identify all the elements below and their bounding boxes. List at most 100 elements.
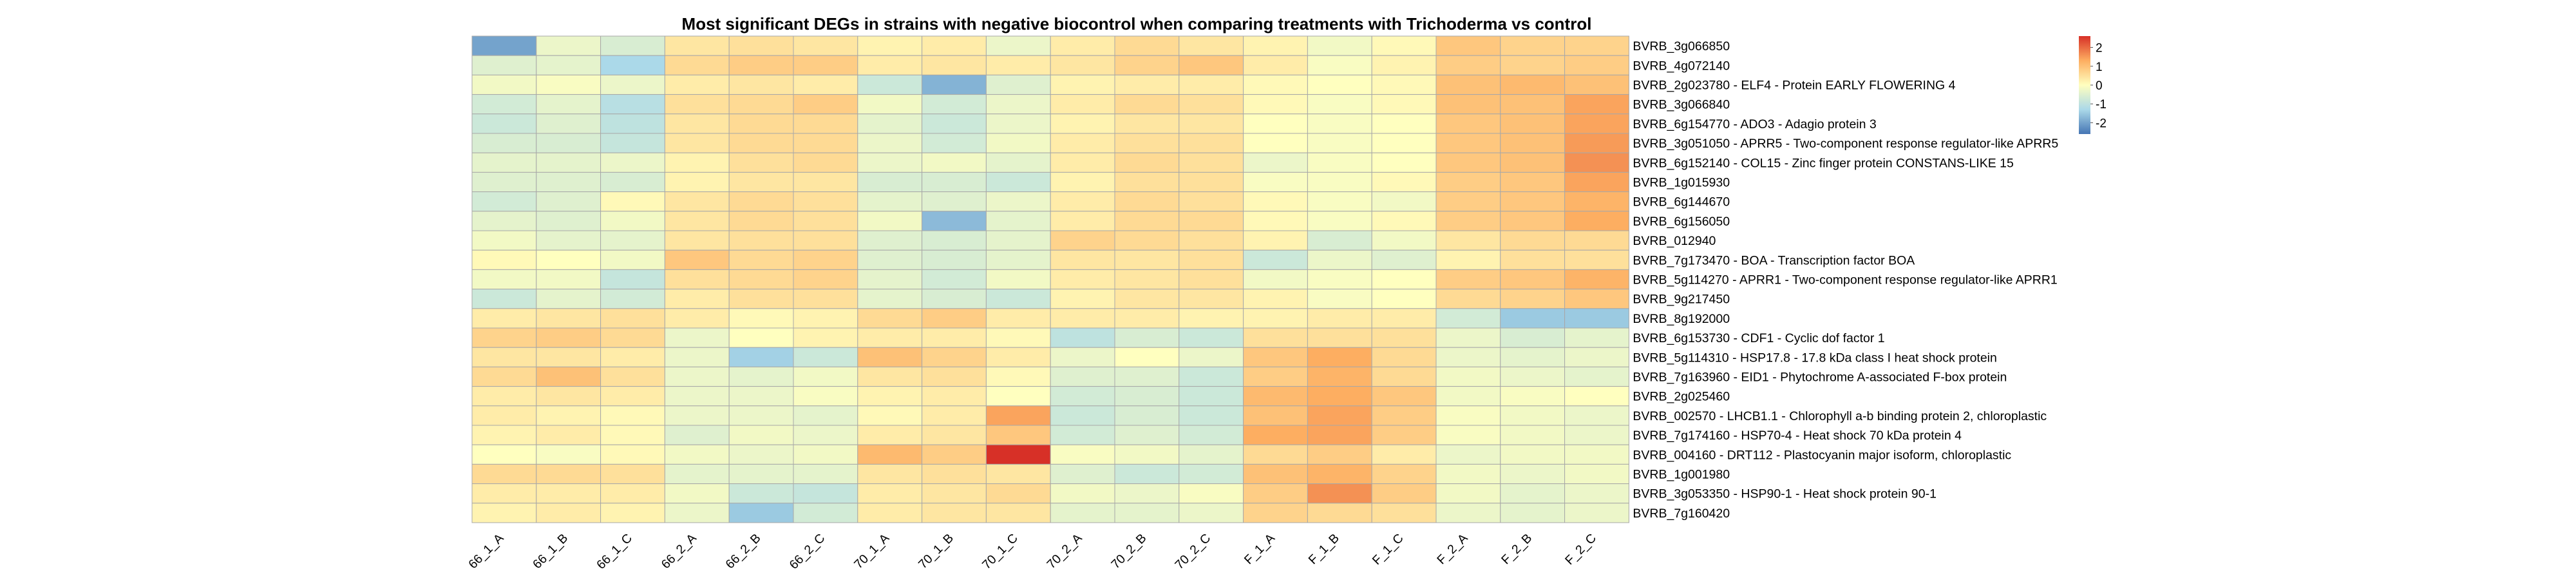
heatmap-cell bbox=[1564, 463, 1629, 485]
heatmap-cell bbox=[1050, 55, 1115, 75]
heatmap-cell bbox=[600, 171, 665, 193]
heatmap-cell bbox=[1500, 347, 1566, 367]
heatmap-cell bbox=[1243, 444, 1308, 465]
heatmap-cell bbox=[1114, 289, 1180, 309]
heatmap-cell bbox=[857, 74, 923, 95]
heatmap-cell bbox=[793, 211, 858, 231]
heatmap-cells bbox=[471, 35, 1629, 523]
heatmap-cell bbox=[1500, 230, 1566, 251]
heatmap-cell bbox=[536, 113, 601, 134]
heatmap-cell bbox=[985, 133, 1051, 153]
heatmap-cell bbox=[1050, 211, 1115, 231]
heatmap-cell bbox=[1114, 230, 1180, 251]
heatmap-cell bbox=[1435, 444, 1501, 465]
heatmap-cell bbox=[1307, 347, 1372, 367]
heatmap-cell bbox=[728, 191, 794, 212]
heatmap-cell bbox=[1500, 386, 1566, 407]
heatmap-cell bbox=[1307, 152, 1372, 173]
heatmap-cell bbox=[664, 444, 730, 465]
heatmap-cell bbox=[600, 425, 665, 445]
row-labels: BVRB_3g066850 BVRB_4g072140 BVRB_2g023780 … bbox=[1633, 39, 2058, 521]
legend-tick-label: 0 bbox=[2096, 79, 2103, 93]
heatmap-cell bbox=[1435, 425, 1501, 445]
heatmap-cell bbox=[664, 386, 730, 407]
heatmap-cell bbox=[793, 55, 858, 75]
heatmap-cell bbox=[1435, 74, 1501, 95]
heatmap-cell bbox=[922, 230, 987, 251]
heatmap-cell bbox=[985, 269, 1051, 290]
heatmap-cell bbox=[1435, 463, 1501, 485]
heatmap-cell bbox=[536, 35, 601, 56]
heatmap-cell bbox=[1243, 35, 1308, 56]
heatmap-cell bbox=[536, 249, 601, 270]
heatmap-cell bbox=[728, 249, 794, 270]
heatmap-cell bbox=[985, 327, 1051, 348]
heatmap-cell bbox=[985, 35, 1051, 56]
heatmap-cell bbox=[1050, 191, 1115, 212]
heatmap-cell bbox=[1371, 249, 1437, 270]
heatmap-cell bbox=[664, 327, 730, 348]
column-label: 66_2_A bbox=[659, 531, 699, 572]
heatmap-cell bbox=[793, 347, 858, 367]
heatmap-cell bbox=[1179, 463, 1244, 485]
heatmap-cell bbox=[471, 308, 537, 329]
heatmap-cell bbox=[1050, 171, 1115, 193]
heatmap-cell bbox=[1500, 483, 1566, 504]
heatmap-cell bbox=[1371, 269, 1437, 290]
heatmap-cell bbox=[1500, 74, 1566, 95]
heatmap-cell bbox=[1050, 249, 1115, 270]
heatmap-cell bbox=[857, 425, 923, 445]
heatmap-cell bbox=[1114, 463, 1180, 485]
heatmap-cell bbox=[857, 133, 923, 153]
heatmap-cell bbox=[664, 366, 730, 387]
heatmap-cell bbox=[857, 55, 923, 75]
heatmap-cell bbox=[1050, 327, 1115, 348]
heatmap-cell bbox=[664, 269, 730, 290]
column-label: F_1_B bbox=[1306, 531, 1342, 567]
heatmap-cell bbox=[1050, 308, 1115, 329]
heatmap-cell bbox=[985, 503, 1051, 523]
heatmap-cell bbox=[471, 191, 537, 212]
heatmap-cell bbox=[471, 386, 537, 407]
heatmap-cell bbox=[1050, 230, 1115, 251]
heatmap-cell bbox=[600, 35, 665, 56]
heatmap-cell bbox=[1243, 171, 1308, 193]
row-label: BVRB_3g066850 bbox=[1633, 39, 1730, 53]
heatmap-cell bbox=[1179, 171, 1244, 193]
heatmap-cell bbox=[536, 386, 601, 407]
heatmap-cell bbox=[1179, 94, 1244, 115]
heatmap-cell bbox=[471, 347, 537, 367]
heatmap-cell bbox=[1114, 191, 1180, 212]
heatmap-cell bbox=[922, 366, 987, 387]
heatmap-cell bbox=[1307, 35, 1372, 56]
heatmap-cell bbox=[1307, 211, 1372, 231]
heatmap-cell bbox=[1179, 405, 1244, 426]
heatmap-cell bbox=[471, 230, 537, 251]
column-label: 70_2_B bbox=[1108, 531, 1149, 572]
heatmap-cell bbox=[985, 444, 1051, 465]
column-label: 70_2_A bbox=[1045, 531, 1085, 572]
heatmap-cell bbox=[1435, 55, 1501, 75]
heatmap-cell bbox=[471, 171, 537, 193]
heatmap-cell bbox=[1435, 191, 1501, 212]
heatmap-cell bbox=[1114, 133, 1180, 153]
heatmap-cell bbox=[922, 171, 987, 193]
heatmap-cell bbox=[728, 74, 794, 95]
heatmap-cell bbox=[1435, 366, 1501, 387]
heatmap-cell bbox=[922, 289, 987, 309]
row-label: BVRB_3g051050 - APRR5 - Two-component re… bbox=[1633, 137, 2058, 151]
heatmap-cell bbox=[793, 249, 858, 270]
heatmap-cell bbox=[1307, 94, 1372, 115]
heatmap-cell bbox=[1435, 347, 1501, 367]
heatmap-cell bbox=[664, 94, 730, 115]
heatmap-cell bbox=[536, 347, 601, 367]
heatmap-cell bbox=[1243, 463, 1308, 485]
heatmap-cell bbox=[600, 289, 665, 309]
heatmap-cell bbox=[536, 74, 601, 95]
heatmap-cell bbox=[600, 269, 665, 290]
heatmap-cell bbox=[1179, 269, 1244, 290]
heatmap-cell bbox=[1307, 308, 1372, 329]
heatmap-cell bbox=[922, 249, 987, 270]
legend-ticks: 2 1 0 -1 -2 bbox=[2090, 42, 2107, 131]
heatmap-cell bbox=[1179, 308, 1244, 329]
